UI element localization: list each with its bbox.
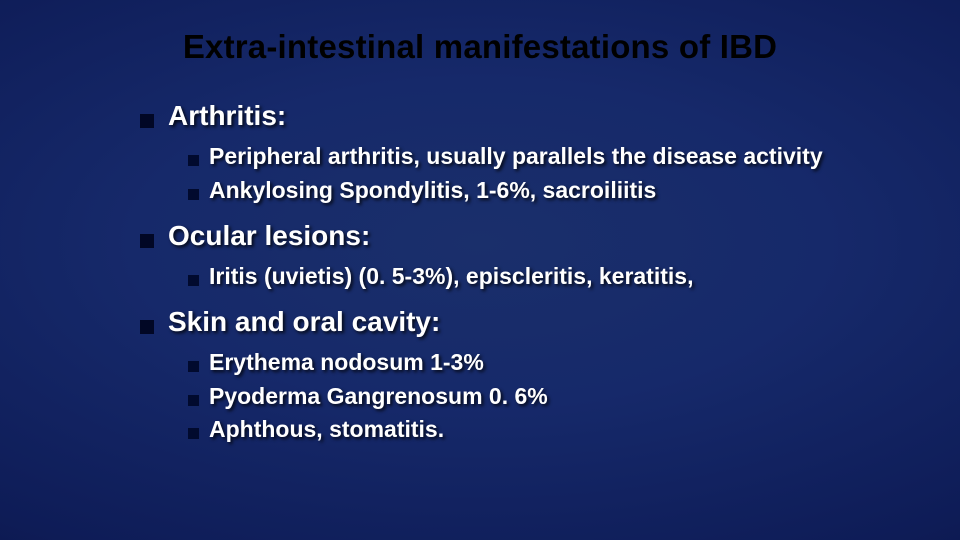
section-header: Skin and oral cavity: [140,306,920,338]
list-item-text: Aphthous, stomatitis. [209,415,444,445]
list-item-text: Peripheral arthritis, usually parallels … [209,142,823,172]
square-bullet-icon [188,189,199,200]
section-heading: Arthritis: [168,100,286,132]
square-bullet-icon [188,275,199,286]
list-item: Pyoderma Gangrenosum 0. 6% [188,382,920,412]
section: Arthritis: Peripheral arthritis, usually… [140,100,920,206]
list-item-text: Iritis (uvietis) (0. 5-3%), episcleritis… [209,262,693,292]
square-bullet-icon [140,320,154,334]
section: Ocular lesions: Iritis (uvietis) (0. 5-3… [140,220,920,292]
square-bullet-icon [140,114,154,128]
section-heading: Ocular lesions: [168,220,370,252]
section-header: Arthritis: [140,100,920,132]
list-item: Iritis (uvietis) (0. 5-3%), episcleritis… [188,262,920,292]
list-item: Peripheral arthritis, usually parallels … [188,142,920,172]
square-bullet-icon [140,234,154,248]
section-heading: Skin and oral cavity: [168,306,440,338]
list-item-text: Ankylosing Spondylitis, 1-6%, sacroiliit… [209,176,656,206]
section-header: Ocular lesions: [140,220,920,252]
sub-list: Peripheral arthritis, usually parallels … [140,142,920,206]
sub-list: Erythema nodosum 1-3% Pyoderma Gangrenos… [140,348,920,446]
slide-title: Extra-intestinal manifestations of IBD [40,28,920,66]
list-item-text: Erythema nodosum 1-3% [209,348,484,378]
square-bullet-icon [188,361,199,372]
list-item: Erythema nodosum 1-3% [188,348,920,378]
square-bullet-icon [188,428,199,439]
square-bullet-icon [188,395,199,406]
sub-list: Iritis (uvietis) (0. 5-3%), episcleritis… [140,262,920,292]
list-item: Ankylosing Spondylitis, 1-6%, sacroiliit… [188,176,920,206]
square-bullet-icon [188,155,199,166]
list-item: Aphthous, stomatitis. [188,415,920,445]
section-list: Arthritis: Peripheral arthritis, usually… [40,100,920,445]
list-item-text: Pyoderma Gangrenosum 0. 6% [209,382,548,412]
section: Skin and oral cavity: Erythema nodosum 1… [140,306,920,446]
slide: Extra-intestinal manifestations of IBD A… [0,0,960,540]
